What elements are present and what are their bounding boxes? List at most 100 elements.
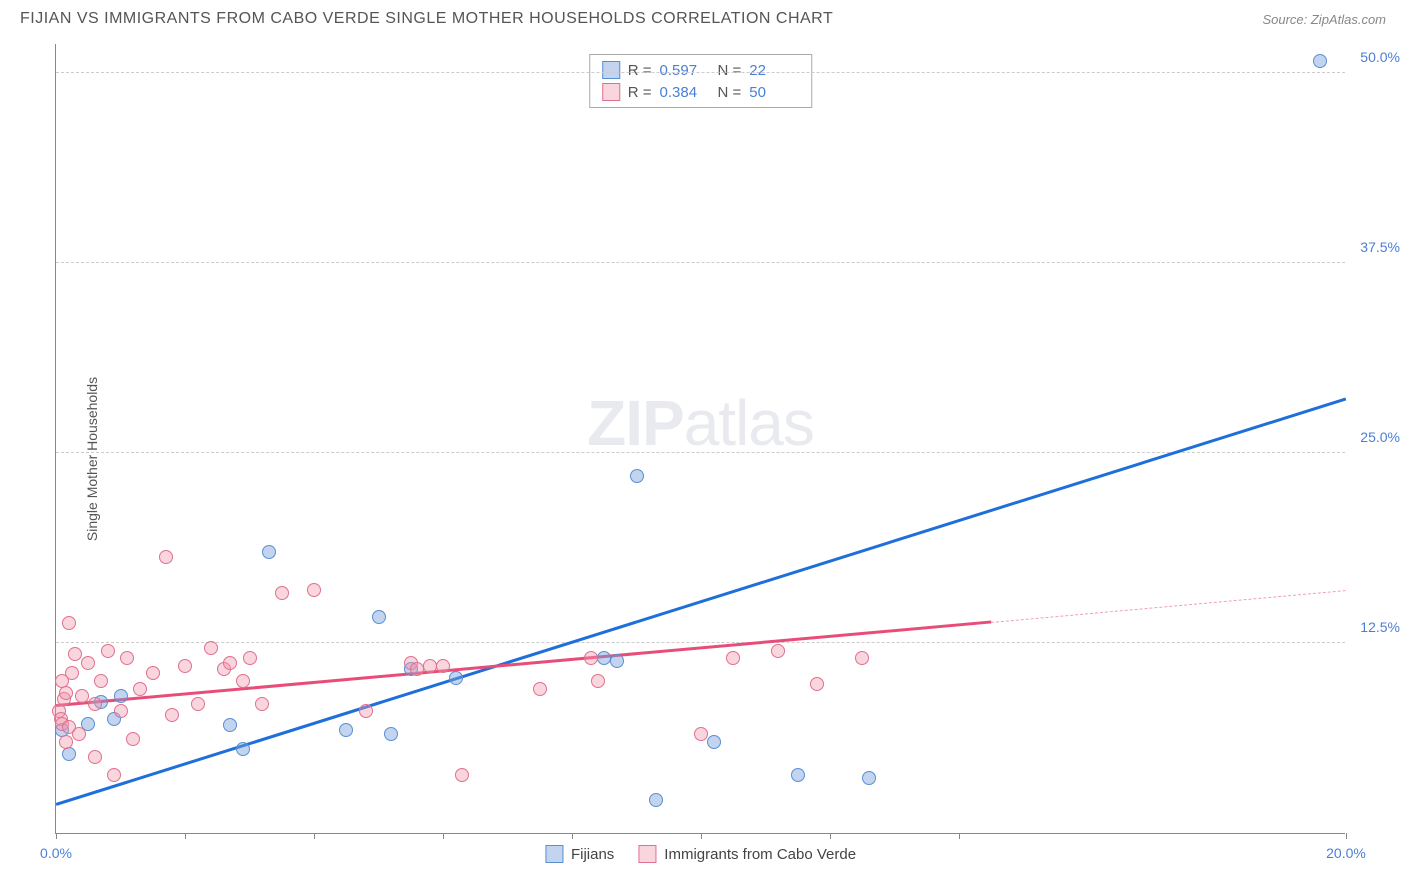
data-point bbox=[591, 674, 605, 688]
data-point bbox=[455, 768, 469, 782]
data-point bbox=[726, 651, 740, 665]
data-point bbox=[107, 768, 121, 782]
data-point bbox=[81, 656, 95, 670]
y-tick-label: 50.0% bbox=[1360, 49, 1400, 65]
x-tick bbox=[443, 833, 444, 839]
legend-label: Immigrants from Cabo Verde bbox=[664, 846, 856, 863]
data-point bbox=[597, 651, 611, 665]
data-point bbox=[771, 644, 785, 658]
data-point bbox=[339, 723, 353, 737]
data-point bbox=[68, 647, 82, 661]
x-tick bbox=[572, 833, 573, 839]
data-point bbox=[146, 666, 160, 680]
source-label: Source: ZipAtlas.com bbox=[1262, 12, 1386, 27]
data-point bbox=[610, 654, 624, 668]
data-point bbox=[372, 610, 386, 624]
data-point bbox=[126, 732, 140, 746]
stats-row: R =0.384N =50 bbox=[598, 81, 804, 103]
data-point bbox=[75, 689, 89, 703]
data-point bbox=[236, 742, 250, 756]
data-point bbox=[223, 656, 237, 670]
data-point bbox=[262, 545, 276, 559]
x-tick bbox=[701, 833, 702, 839]
data-point bbox=[204, 641, 218, 655]
gridline bbox=[56, 262, 1345, 263]
stats-legend-box: R = 0.597 N = 22R = 0.384 N = 50 bbox=[589, 54, 813, 108]
chart-title: FIJIAN VS IMMIGRANTS FROM CABO VERDE SIN… bbox=[20, 10, 833, 28]
stat-n-value: 50 bbox=[749, 84, 799, 101]
data-point bbox=[275, 586, 289, 600]
stat-n-value: 22 bbox=[749, 62, 799, 79]
x-tick bbox=[830, 833, 831, 839]
y-tick-label: 12.5% bbox=[1360, 619, 1400, 635]
data-point bbox=[59, 735, 73, 749]
watermark: ZIPatlas bbox=[587, 386, 814, 460]
data-point bbox=[59, 686, 73, 700]
legend-label: Fijians bbox=[571, 846, 614, 863]
data-point bbox=[72, 727, 86, 741]
data-point bbox=[101, 644, 115, 658]
trend-line bbox=[56, 621, 991, 707]
data-point bbox=[223, 718, 237, 732]
stat-n-label: N = bbox=[718, 84, 742, 101]
data-point bbox=[133, 682, 147, 696]
data-point bbox=[436, 659, 450, 673]
data-point bbox=[255, 697, 269, 711]
data-point bbox=[120, 651, 134, 665]
data-point bbox=[159, 550, 173, 564]
legend-item: Fijians bbox=[545, 845, 614, 863]
trend-line bbox=[991, 590, 1346, 623]
data-point bbox=[384, 727, 398, 741]
stat-r-value: 0.384 bbox=[660, 84, 710, 101]
bottom-legend: Fijians Immigrants from Cabo Verde bbox=[545, 845, 856, 863]
data-point bbox=[649, 793, 663, 807]
data-point bbox=[88, 697, 102, 711]
data-point bbox=[307, 583, 321, 597]
stat-n-label: N = bbox=[718, 62, 742, 79]
gridline bbox=[56, 72, 1345, 73]
data-point bbox=[114, 704, 128, 718]
gridline bbox=[56, 642, 1345, 643]
data-point bbox=[359, 704, 373, 718]
data-point bbox=[236, 674, 250, 688]
data-point bbox=[707, 735, 721, 749]
data-point bbox=[410, 662, 424, 676]
y-tick-label: 37.5% bbox=[1360, 239, 1400, 255]
data-point bbox=[1313, 54, 1327, 68]
data-point bbox=[178, 659, 192, 673]
data-point bbox=[114, 689, 128, 703]
x-tick bbox=[185, 833, 186, 839]
data-point bbox=[62, 616, 76, 630]
stat-r-value: 0.597 bbox=[660, 62, 710, 79]
data-point bbox=[630, 469, 644, 483]
legend-item: Immigrants from Cabo Verde bbox=[638, 845, 856, 863]
legend-swatch bbox=[545, 845, 563, 863]
legend-swatch bbox=[602, 61, 620, 79]
x-tick-label: 0.0% bbox=[40, 845, 72, 861]
data-point bbox=[62, 747, 76, 761]
x-tick bbox=[314, 833, 315, 839]
x-tick-label: 20.0% bbox=[1326, 845, 1366, 861]
data-point bbox=[810, 677, 824, 691]
x-tick bbox=[959, 833, 960, 839]
x-tick bbox=[1346, 833, 1347, 839]
data-point bbox=[694, 727, 708, 741]
chart-container: Single Mother Households ZIPatlas R =0.5… bbox=[0, 34, 1406, 884]
data-point bbox=[94, 674, 108, 688]
legend-swatch bbox=[638, 845, 656, 863]
plot-area: ZIPatlas R =0.597N =22R =0.384N =50 Fiji… bbox=[55, 44, 1345, 834]
trend-line bbox=[56, 398, 1347, 806]
x-tick bbox=[56, 833, 57, 839]
data-point bbox=[791, 768, 805, 782]
data-point bbox=[65, 666, 79, 680]
gridline bbox=[56, 452, 1345, 453]
data-point bbox=[533, 682, 547, 696]
data-point bbox=[584, 651, 598, 665]
stats-row: R = 0.597 N = 22 bbox=[598, 59, 804, 81]
y-tick-label: 25.0% bbox=[1360, 429, 1400, 445]
data-point bbox=[862, 771, 876, 785]
stat-r-label: R = bbox=[628, 62, 652, 79]
data-point bbox=[88, 750, 102, 764]
data-point bbox=[165, 708, 179, 722]
legend-swatch bbox=[602, 83, 620, 101]
